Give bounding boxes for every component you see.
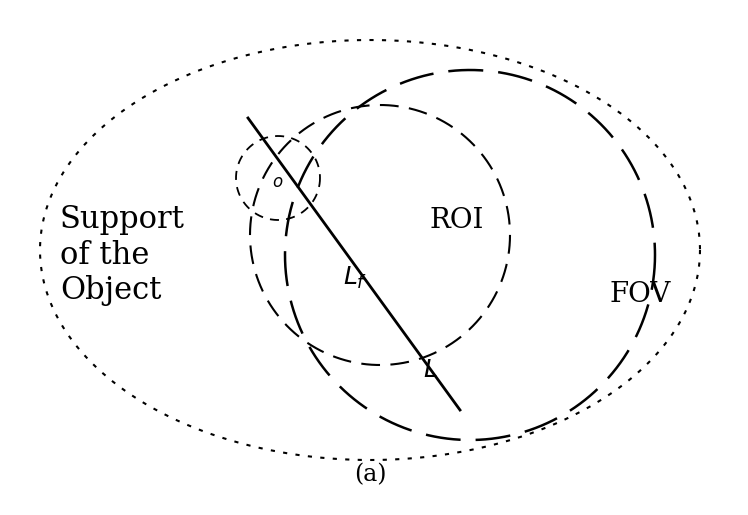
Text: $L$: $L$	[423, 358, 438, 382]
Text: $o$: $o$	[272, 173, 283, 191]
Text: FOV: FOV	[610, 282, 672, 308]
Text: $L_f$: $L_f$	[343, 265, 367, 291]
Text: (a): (a)	[354, 464, 386, 487]
Text: ROI: ROI	[430, 207, 485, 233]
Text: Support
of the
Object: Support of the Object	[60, 204, 185, 306]
